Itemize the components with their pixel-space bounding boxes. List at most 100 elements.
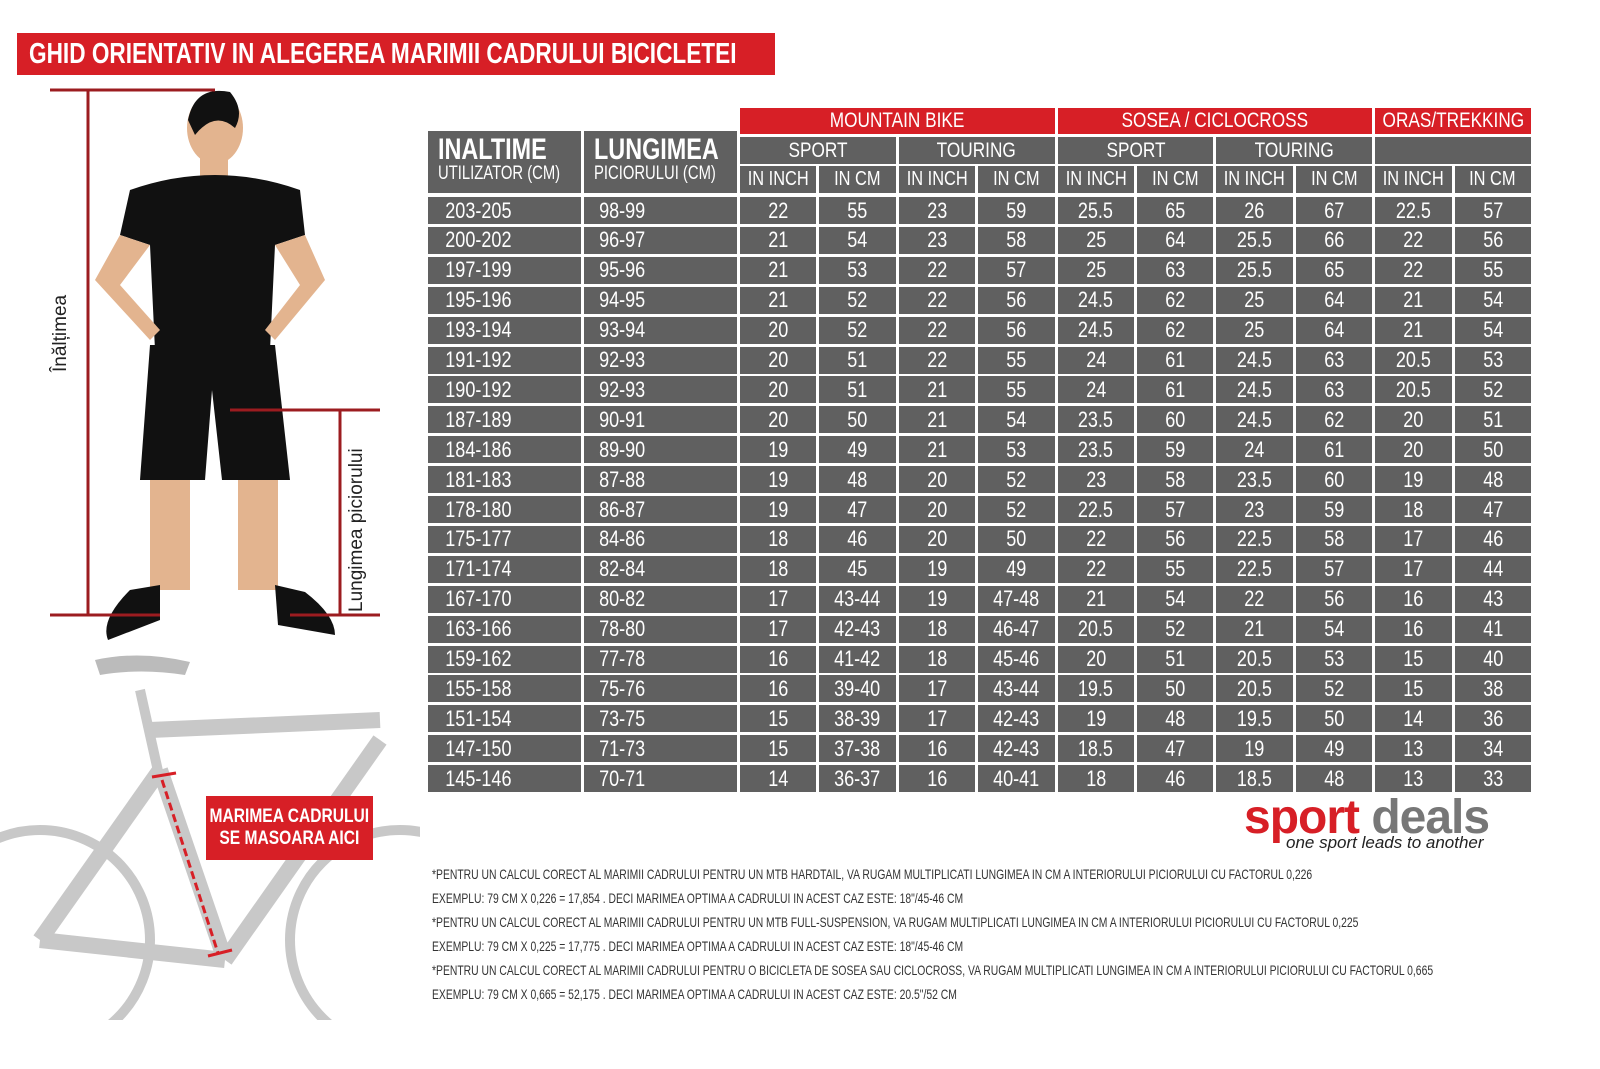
table-cell: 43-44 (978, 675, 1055, 703)
column-header-text: INALTIME (438, 133, 547, 166)
table-cell: 60 (1295, 466, 1373, 494)
table-cell-text: 61 (1323, 436, 1345, 462)
table-cell-text: 21 (926, 406, 948, 432)
table-cell-text: 25.5 (1237, 227, 1273, 253)
table-cell: 147-150 (428, 735, 581, 763)
table-cell-text: 195-196 (445, 287, 512, 313)
note: EXEMPLU: 79 CM X 0,225 = 17,775 . DECI M… (432, 938, 964, 954)
table-cell-text: 20 (1403, 406, 1424, 432)
table-cell-text: 57 (1165, 496, 1186, 522)
table-cell: 36 (1454, 705, 1531, 733)
table-cell: 18 (1375, 496, 1452, 523)
table-cell: 46 (819, 525, 896, 553)
table-cell: 19 (740, 436, 817, 464)
subgroup-header-text: TOURING (1254, 138, 1334, 162)
table-cell: 86-87 (584, 496, 737, 523)
table-cell: 48 (1295, 765, 1373, 793)
table-cell: 197-199 (428, 256, 581, 284)
table-cell-text: 21 (1085, 586, 1106, 612)
group-header-text: SOSEA / CICLOCROSS (1121, 109, 1309, 132)
unit-header: IN INCH (898, 166, 976, 193)
table-cell-text: 155-158 (445, 675, 512, 701)
table-cell-text: 181-183 (445, 466, 512, 492)
table-cell-text: 62 (1323, 406, 1345, 432)
note: EXEMPLU: 79 CM X 0,226 = 17,854 . DECI M… (432, 890, 964, 906)
table-cell: 45-46 (978, 645, 1055, 673)
table-cell-text: 21 (1403, 287, 1424, 313)
table-cell-text: 23.5 (1078, 406, 1114, 432)
table-cell-text: 42-43 (993, 705, 1040, 731)
unit-header-text: IN CM (1310, 168, 1358, 190)
table-cell: 22.5 (1375, 197, 1452, 224)
table-cell: 22 (898, 256, 976, 284)
table-cell: 65 (1137, 197, 1214, 224)
table-cell: 19 (898, 585, 976, 613)
table-cell-text: 18 (1085, 765, 1106, 791)
table-cell: 21 (740, 286, 817, 314)
logo-sport: sport (1244, 791, 1360, 844)
table-cell-text: 46 (1482, 526, 1503, 552)
table-cell-text: 22 (1085, 526, 1106, 552)
table-cell: 19 (1375, 466, 1452, 494)
table-cell-text: 178-180 (445, 496, 512, 522)
table-cell-text: 25 (1085, 257, 1106, 283)
table-cell: 78-80 (584, 615, 737, 643)
table-cell: 17 (898, 675, 976, 703)
table-cell-text: 19 (926, 556, 948, 582)
table-cell-text: 47 (1482, 496, 1503, 522)
note: *PENTRU UN CALCUL CORECT AL MARIMII CADR… (432, 866, 1313, 882)
table-cell-text: 145-146 (445, 765, 512, 791)
column-header-text: PICIORULUI (CM) (594, 163, 716, 184)
unit-header: IN INCH (1216, 166, 1293, 193)
table-cell: 53 (1454, 346, 1531, 374)
table-cell-text: 18 (926, 616, 948, 642)
table-cell: 17 (898, 705, 976, 733)
unit-header: IN CM (819, 166, 896, 193)
table-cell: 63 (1137, 256, 1214, 284)
table-cell: 65 (1295, 256, 1373, 284)
unit-header-text: IN CM (1151, 168, 1199, 190)
table-cell-text: 23 (1244, 496, 1265, 522)
table-cell: 22 (1375, 226, 1452, 254)
table-cell: 21 (1375, 316, 1452, 344)
table-cell: 41 (1454, 615, 1531, 643)
table-cell: 19.5 (1216, 705, 1293, 733)
table-cell: 190-192 (428, 376, 581, 404)
table-cell: 14 (740, 765, 817, 793)
table-cell-text: 36 (1482, 705, 1503, 731)
table-cell-text: 67 (1323, 197, 1345, 223)
table-cell: 92-93 (584, 376, 737, 404)
table-cell-text: 52 (1006, 466, 1027, 492)
table-cell: 54 (1454, 286, 1531, 314)
subgroup-header: TOURING (1216, 137, 1373, 164)
table-cell: 59 (1295, 496, 1373, 523)
table-cell: 49 (819, 436, 896, 464)
table-cell: 64 (1295, 286, 1373, 314)
table-cell-text: 52 (1482, 376, 1503, 402)
table-cell-text: 23.5 (1078, 436, 1114, 462)
table-cell-text: 52 (1165, 616, 1186, 642)
table-cell: 20 (1375, 406, 1452, 434)
table-cell: 62 (1137, 286, 1214, 314)
frame-label: SE MASOARA AICI (219, 828, 360, 849)
table-cell: 60 (1137, 406, 1214, 434)
table-cell: 16 (740, 675, 817, 703)
table-cell-text: 87-88 (599, 466, 646, 492)
table-cell: 17 (740, 615, 817, 643)
table-cell-text: 18.5 (1237, 765, 1273, 791)
table-cell-text: 22 (1403, 227, 1424, 253)
table-cell: 89-90 (584, 436, 737, 464)
table-cell: 22 (1375, 256, 1452, 284)
table-cell-text: 41 (1482, 616, 1503, 642)
table-cell-text: 191-192 (445, 347, 512, 372)
table-cell-text: 24 (1244, 436, 1265, 462)
table-cell-text: 203-205 (445, 197, 512, 223)
table-cell-text: 54 (1482, 317, 1503, 343)
table-cell-text: 147-150 (445, 735, 512, 761)
table-cell-text: 16 (1403, 616, 1424, 642)
table-cell: 64 (1137, 226, 1214, 254)
table-cell-text: 49 (1323, 735, 1345, 761)
table-cell-text: 47-48 (993, 586, 1040, 612)
table-cell: 55 (1137, 555, 1214, 583)
unit-header-text: IN INCH (1065, 168, 1127, 190)
